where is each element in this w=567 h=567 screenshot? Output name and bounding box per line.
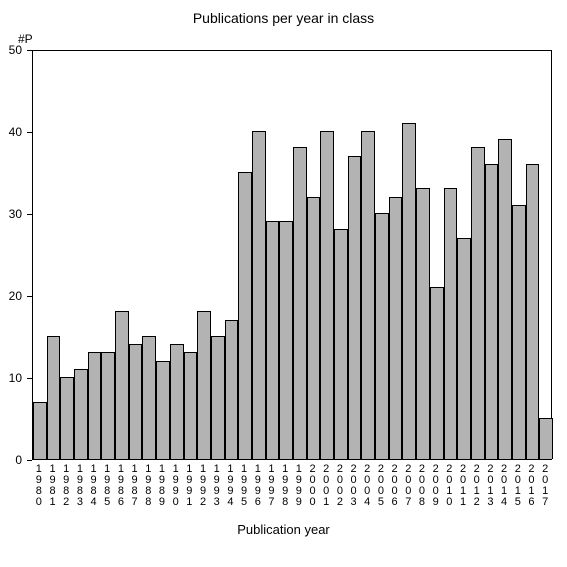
x-tick-label: 2008: [415, 464, 429, 508]
x-tick-label: 1998: [278, 464, 292, 508]
bar: [430, 287, 444, 459]
x-tick-label: 1981: [46, 464, 60, 508]
x-tick-label: 1996: [251, 464, 265, 508]
chart-title: Publications per year in class: [0, 10, 567, 26]
bar: [211, 336, 225, 459]
bar: [115, 311, 129, 459]
bar: [156, 361, 170, 459]
bar: [88, 352, 102, 459]
bar: [252, 131, 266, 459]
x-tick-label: 2006: [388, 464, 402, 508]
y-tick-label: 40: [0, 125, 22, 139]
bar: [416, 188, 430, 459]
x-tick-label: 2011: [456, 464, 470, 508]
bar: [170, 344, 184, 459]
x-tick-label: 2014: [497, 464, 511, 508]
y-tick-label: 20: [0, 289, 22, 303]
y-tick-label: 0: [0, 453, 22, 467]
bar: [348, 156, 362, 459]
bar: [74, 369, 88, 459]
x-tick-label: 1982: [59, 464, 73, 508]
y-tick-mark: [27, 50, 32, 51]
x-tick-label: 1984: [87, 464, 101, 508]
x-tick-label: 1988: [141, 464, 155, 508]
bar: [539, 418, 553, 459]
bar: [238, 172, 252, 459]
bar: [471, 147, 485, 459]
bar: [485, 164, 499, 459]
x-tick-label: 2009: [429, 464, 443, 508]
bar: [402, 123, 416, 459]
x-tick-label: 1990: [169, 464, 183, 508]
bar: [101, 352, 115, 459]
x-tick-label: 1994: [224, 464, 238, 508]
x-tick-label: 1983: [73, 464, 87, 508]
x-tick-label: 2007: [401, 464, 415, 508]
bar: [60, 377, 74, 459]
bar: [320, 131, 334, 459]
bar: [293, 147, 307, 459]
bar: [307, 197, 321, 459]
y-tick-mark: [27, 214, 32, 215]
x-tick-label: 2002: [333, 464, 347, 508]
x-tick-label: 1993: [210, 464, 224, 508]
y-tick-mark: [27, 378, 32, 379]
x-axis-title: Publication year: [0, 522, 567, 537]
x-tick-label: 1985: [100, 464, 114, 508]
x-tick-label: 2017: [538, 464, 552, 508]
bar: [142, 336, 156, 459]
bar: [129, 344, 143, 459]
y-tick-label: 10: [0, 371, 22, 385]
x-tick-label: 1980: [32, 464, 46, 508]
x-tick-label: 1999: [292, 464, 306, 508]
x-tick-label: 1991: [183, 464, 197, 508]
x-tick-label: 2001: [319, 464, 333, 508]
bar: [279, 221, 293, 459]
x-tick-label: 1986: [114, 464, 128, 508]
bar: [334, 229, 348, 459]
bar: [444, 188, 458, 459]
x-tick-label: 1987: [128, 464, 142, 508]
x-tick-label: 1995: [237, 464, 251, 508]
x-tick-label: 1997: [265, 464, 279, 508]
bar: [47, 336, 61, 459]
bar: [361, 131, 375, 459]
y-tick-label: 30: [0, 207, 22, 221]
bar: [526, 164, 540, 459]
plot-area: [32, 50, 552, 460]
x-tick-label: 2004: [360, 464, 374, 508]
bar: [225, 320, 239, 459]
bar: [33, 402, 47, 459]
bar: [266, 221, 280, 459]
bar: [184, 352, 198, 459]
x-tick-label: 2003: [347, 464, 361, 508]
bar: [197, 311, 211, 459]
x-tick-label: 2012: [470, 464, 484, 508]
x-tick-label: 2000: [306, 464, 320, 508]
y-tick-mark: [27, 460, 32, 461]
bar: [457, 238, 471, 459]
bar: [498, 139, 512, 459]
bar: [375, 213, 389, 459]
x-tick-label: 2015: [511, 464, 525, 508]
bar: [389, 197, 403, 459]
y-tick-mark: [27, 132, 32, 133]
x-tick-label: 1992: [196, 464, 210, 508]
x-tick-label: 2016: [525, 464, 539, 508]
x-tick-label: 2010: [443, 464, 457, 508]
y-tick-label: 50: [0, 43, 22, 57]
x-tick-label: 1989: [155, 464, 169, 508]
chart-container: Publications per year in class #P Public…: [0, 0, 567, 567]
x-tick-label: 2013: [484, 464, 498, 508]
bar: [512, 205, 526, 459]
x-tick-label: 2005: [374, 464, 388, 508]
y-tick-mark: [27, 296, 32, 297]
